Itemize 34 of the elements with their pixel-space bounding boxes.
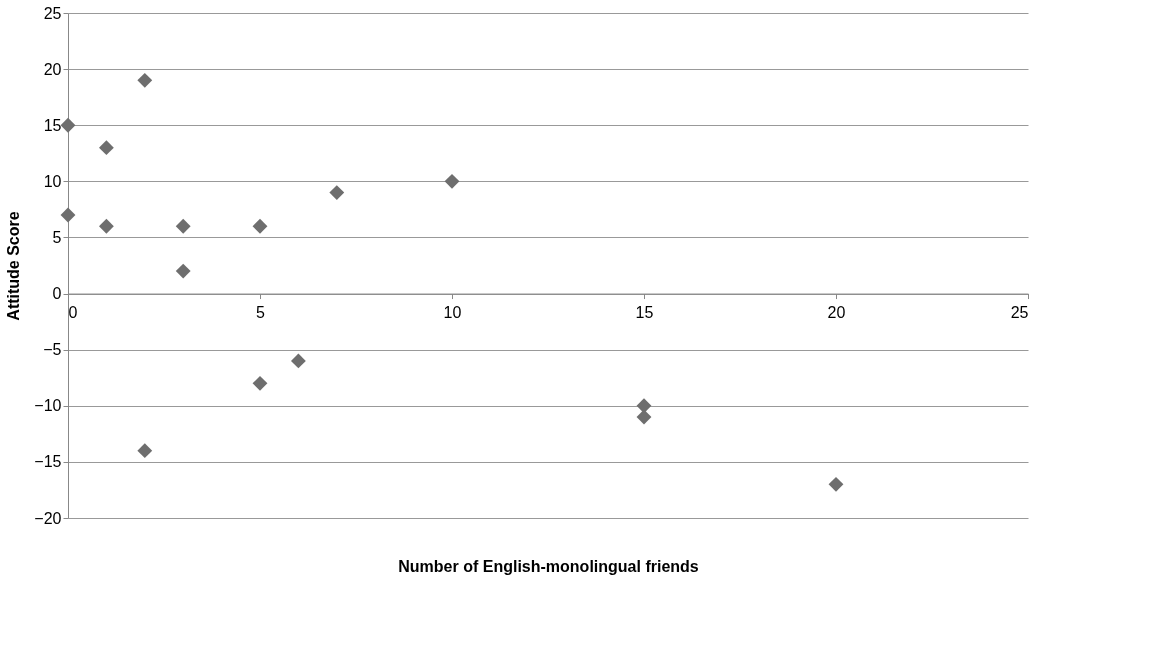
y-tick-label: −10 — [34, 397, 62, 415]
point — [98, 140, 114, 156]
point — [444, 173, 460, 189]
y-tick-label: 0 — [52, 285, 62, 303]
y-tick-label: −20 — [34, 509, 62, 527]
point — [137, 72, 153, 88]
y-tick-label: −5 — [43, 341, 62, 359]
x-tick-label: 10 — [443, 304, 462, 322]
y-axis-title: Attitude Score — [5, 211, 23, 321]
point — [329, 185, 345, 200]
y-tick-label: 5 — [52, 228, 62, 246]
y-tick-label: 20 — [43, 60, 62, 78]
y-tick-label: 15 — [43, 116, 62, 134]
point — [252, 218, 268, 234]
point — [636, 398, 652, 414]
x-tick-label: 20 — [827, 304, 846, 322]
x-tick-label: 15 — [635, 304, 654, 322]
x-tick-label: 25 — [1010, 304, 1029, 322]
point — [60, 117, 76, 133]
point — [175, 263, 191, 279]
point — [290, 353, 306, 369]
point — [252, 375, 268, 391]
point — [137, 443, 153, 459]
y-tick-label: 25 — [43, 4, 62, 22]
x-tick-label: 5 — [256, 304, 266, 322]
x-tick-label: 0 — [68, 304, 78, 322]
y-tick-label: −15 — [34, 453, 62, 471]
point — [828, 476, 844, 492]
point — [175, 218, 191, 234]
x-axis-title: Number of English-monolingual friends — [398, 557, 699, 575]
point — [60, 207, 76, 223]
y-tick-label: 10 — [43, 172, 62, 190]
point — [98, 218, 114, 234]
point — [636, 409, 652, 425]
